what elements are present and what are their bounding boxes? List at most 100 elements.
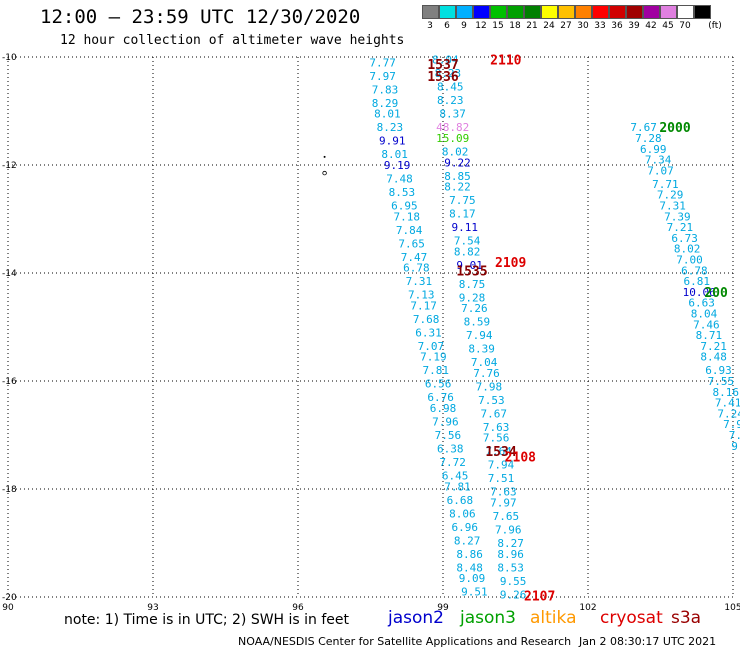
pass-time-label: 2000 (659, 121, 690, 136)
wave-height-point: 6.56 (425, 378, 452, 391)
pass-time-label: 1536 (427, 70, 458, 85)
wave-height-point: 7.04 (471, 356, 498, 369)
legend-label: 36 (611, 21, 623, 31)
wave-height-point: 8.48 (456, 561, 483, 574)
pass-time-label: 1534 (485, 445, 516, 460)
wave-height-point: 48.82 (436, 121, 469, 134)
legend-swatch (575, 5, 592, 19)
wave-height-point: 7.26 (461, 302, 488, 315)
pass-time-label: 2110 (490, 54, 521, 69)
legend-unit: (ft) (708, 21, 722, 31)
wave-height-point: 9.19 (384, 159, 411, 172)
wave-height-point: 7.94 (488, 459, 515, 472)
wave-height-point: 7.63 (483, 421, 510, 434)
wave-height-point: 7.71 (652, 178, 679, 191)
y-tick-label: -12 (2, 161, 17, 171)
wave-height-point: 7.07 (647, 164, 674, 177)
legend-label: 39 (628, 21, 640, 31)
wave-height-point: 8.37 (439, 108, 466, 121)
legend-swatch (524, 5, 541, 19)
wave-height-point: 8.04 (691, 308, 718, 321)
wave-height-point: 7.34 (645, 154, 672, 167)
wave-height-point: 7.31 (406, 275, 433, 288)
wave-height-point: 9.26 (500, 588, 527, 601)
wave-height-point: 7.46 (693, 318, 720, 331)
wave-height-point: 7.47 (401, 251, 428, 264)
legend-label: 9 (461, 21, 467, 31)
island-mark (322, 170, 327, 176)
footer-note: note: 1) Time is in UTC; 2) SWH is in fe… (64, 612, 350, 628)
wave-height-point: 8.75 (459, 278, 486, 291)
legend-swatch (660, 5, 677, 19)
wave-height-point: 8.23 (435, 67, 462, 80)
wave-height-point: 6.73 (671, 232, 698, 245)
wave-height-point: 6.38 (437, 443, 464, 456)
wave-height-point: 7.13 (408, 289, 435, 302)
wave-height-point: 7.29 (657, 189, 684, 202)
satellite-s3a: s3a (671, 608, 702, 628)
wave-height-point: 7.76 (473, 367, 500, 380)
wave-height-point: 7.19 (420, 351, 447, 364)
wave-height-point: 6.78 (681, 264, 708, 277)
legend-swatch (473, 5, 490, 19)
y-tick-label: -18 (2, 485, 17, 495)
wave-height-point: 7.39 (664, 210, 691, 223)
wave-height-point: 7.9 (723, 418, 740, 431)
wave-height-point: 8.29 (372, 97, 399, 110)
legend-swatch (507, 5, 524, 19)
legend-label: 12 (475, 21, 487, 31)
wave-height-point: 7.18 (394, 210, 421, 223)
wave-height-point: 8.23 (437, 94, 464, 107)
wave-height-point: 6.95 (391, 200, 418, 213)
wave-height-point: 7.83 (372, 83, 399, 96)
wave-height-point: 8.53 (389, 186, 416, 199)
wave-height-point: 8.22 (444, 181, 471, 194)
wave-height-point: 6.98 (430, 402, 457, 415)
chart-subtitle: 12 hour collection of altimeter wave hei… (60, 33, 405, 48)
wave-height-point: 7.54 (454, 235, 481, 248)
wave-height-point: 7. (729, 429, 740, 442)
wave-height-point: 7.41 (715, 397, 740, 410)
wave-height-point: 7.96 (432, 416, 459, 429)
legend-swatch (558, 5, 575, 19)
wave-height-point: 8.04 (432, 54, 459, 67)
wave-height-point: 7.81 (423, 364, 450, 377)
wave-height-point: 7.31 (659, 200, 686, 213)
wave-height-point: 7.64 (485, 445, 512, 458)
wave-height-point: 6.99 (640, 143, 667, 156)
legend-label: 45 (662, 21, 674, 31)
wave-height-point: 7.28 (635, 132, 662, 145)
wave-height-point: 7.51 (488, 472, 515, 485)
legend-label: 15 (492, 21, 504, 31)
legend-swatch (626, 5, 643, 19)
legend-swatch (677, 5, 694, 19)
wave-height-point: 9.91 (379, 135, 406, 148)
wave-height-point: 9. (731, 440, 740, 453)
wave-height-point: 6.96 (452, 521, 479, 534)
wave-height-point: 8.86 (456, 548, 483, 561)
y-tick-label: -20 (2, 593, 17, 603)
wave-height-point: 8.48 (700, 351, 727, 364)
wave-height-point: 7.96 (495, 524, 522, 537)
legend-label: 42 (645, 21, 657, 31)
pass-time-label: 200 (704, 286, 728, 301)
wave-height-point: 10.06 (683, 286, 716, 299)
pass-time-label: 2107 (524, 589, 555, 604)
wave-height-point: 7.81 (444, 480, 471, 493)
generated-timestamp: Jan 2 08:30:17 UTC 2021 (579, 635, 717, 648)
wave-height-point: 7.65 (493, 510, 520, 523)
wave-height-point: 8.53 (497, 561, 524, 574)
wave-height-point: 7.17 (410, 299, 437, 312)
x-tick-label: 90 (2, 603, 14, 613)
x-tick-label: 99 (437, 603, 449, 613)
pass-time-label: 1537 (427, 58, 458, 73)
wave-height-point: 6.63 (688, 297, 715, 310)
wave-height-point: 9.09 (459, 572, 486, 585)
y-tick-label: -14 (2, 269, 17, 279)
wave-height-point: 8.06 (449, 507, 476, 520)
y-tick-label: -10 (2, 53, 17, 63)
legend-swatch (439, 5, 456, 19)
wave-height-point: 7.84 (396, 224, 423, 237)
chart-title: 12:00 – 23:59 UTC 12/30/2020 (40, 6, 361, 28)
